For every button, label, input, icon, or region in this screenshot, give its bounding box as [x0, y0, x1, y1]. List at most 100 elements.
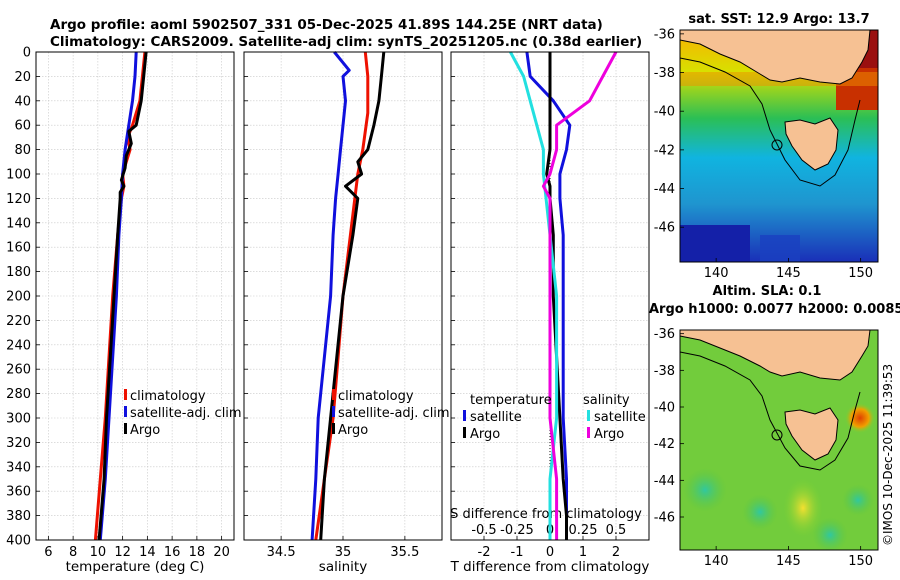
map-y-tick-label: -46	[654, 511, 675, 526]
sst-map-axes: 140 145 150 -36 -38 -40 -42 -44 -46	[654, 27, 873, 281]
x-tick-label: 35.5	[390, 545, 419, 560]
header-line-2: Climatology: CARS2009. Satellite-adj cli…	[50, 34, 642, 50]
y-tick-label: 240	[6, 338, 31, 353]
y-tick-label: 40	[14, 94, 31, 109]
x-tick-label: 8	[69, 545, 77, 560]
series-s-argo	[541, 51, 618, 540]
legend-swatch	[332, 406, 335, 417]
legend-swatch	[587, 427, 590, 438]
x-axis-label: salinity	[319, 559, 367, 575]
sla-hot-eddy	[845, 403, 875, 433]
series-satellite-adj-clim	[310, 51, 351, 541]
plot-frame	[243, 51, 443, 541]
sla-cool-eddy-2	[742, 494, 778, 530]
y-tick-label: 220	[6, 314, 31, 329]
x-tick-label: 16	[164, 545, 181, 560]
x-tick-label: 12	[114, 545, 131, 560]
legend-label: Argo	[470, 427, 500, 442]
map-y-tick-label: -36	[654, 327, 675, 342]
y-tick-label: 200	[6, 290, 31, 305]
map-y-tick-label: -42	[654, 437, 675, 452]
y-tick-label: 380	[6, 509, 31, 524]
sla-map: Altim. SLA: 0.1 Argo h1000: 0.0077 h2000…	[649, 284, 900, 569]
legend-swatch	[124, 389, 127, 400]
x-tick-label: 0	[546, 545, 554, 560]
map-x-tick-label: 150	[848, 554, 873, 569]
panel-difference: -2 -1 0 1 2 S difference from climatology-0.5…	[450, 51, 650, 575]
map-y-tick-label: -46	[654, 221, 675, 236]
legend-title-temperature: temperature	[470, 393, 552, 408]
panel-salinity: 34.5 35 35.5 salinity climatology satellite-a…	[243, 51, 450, 575]
sst-map-title: sat. SST: 12.9 Argo: 13.7	[688, 12, 869, 27]
header-line-1: Argo profile: aoml 5902507_331 05-Dec-20…	[50, 17, 603, 33]
sst-shelf-contour	[680, 57, 861, 187]
map-y-tick-label: -40	[654, 105, 675, 120]
top-axis-label: S difference from climatology	[450, 507, 642, 522]
sla-shelf-contour	[680, 351, 861, 471]
map-x-tick-label: 145	[776, 266, 801, 281]
profile-panels: 6 8 10 12 14 16 18 2002040608010012014016018020…	[6, 46, 650, 576]
y-tick-label: 100	[6, 168, 31, 183]
sst-australia-land	[680, 30, 871, 85]
y-tick-label: 140	[6, 216, 31, 231]
legend-swatch	[587, 410, 590, 421]
map-x-tick-label: 140	[704, 266, 729, 281]
legend-label: satellite	[594, 410, 646, 425]
map-y-tick-label: -44	[654, 182, 675, 197]
legend-swatch	[124, 406, 127, 417]
y-tick-label: 300	[6, 412, 31, 427]
sla-cool-eddy-4	[812, 517, 848, 550]
x-tick-label: 34.5	[267, 545, 296, 560]
sla-cool-eddy	[683, 468, 727, 512]
legend-label: climatology	[130, 389, 206, 404]
sla-map-title-2: Argo h1000: 0.0077 h2000: 0.0085	[649, 302, 900, 317]
y-tick-label: 0	[23, 46, 31, 61]
map-x-tick-label: 145	[776, 554, 801, 569]
top-tick-label: 0.5	[606, 523, 627, 538]
sst-map-frame	[679, 29, 879, 263]
x-axis-label: temperature (deg C)	[66, 559, 205, 575]
sla-map-axes: 140 145 150 -36 -38 -40 -42 -44 -46	[654, 327, 873, 569]
map-y-tick-label: -42	[654, 143, 675, 158]
legend-swatch	[332, 389, 335, 400]
map-x-tick-label: 150	[848, 266, 873, 281]
y-tick-label: 20	[14, 70, 31, 85]
series-t-argo	[545, 52, 568, 540]
series-t-satellite	[525, 51, 572, 540]
y-tick-label: 160	[6, 241, 31, 256]
y-tick-label: 260	[6, 363, 31, 378]
x-tick-label: 6	[44, 545, 52, 560]
x-tick-label: 20	[213, 545, 230, 560]
plot-frame	[450, 51, 650, 541]
sst-map: sat. SST: 12.9 Argo: 13.7 140 145 150 -36 -3…	[654, 12, 879, 281]
legend-swatch	[332, 423, 335, 434]
y-tick-label: 320	[6, 436, 31, 451]
y-tick-label: 280	[6, 387, 31, 402]
map-x-tick-label: 140	[704, 554, 729, 569]
x-tick-label: 10	[90, 545, 107, 560]
y-tick-label: 360	[6, 485, 31, 500]
sla-tasmania	[784, 407, 839, 461]
map-y-tick-label: -44	[654, 474, 675, 489]
legend-label: satellite-adj. clim	[338, 406, 450, 421]
y-tick-label: 180	[6, 265, 31, 280]
sst-cold-patch-2	[760, 235, 800, 262]
x-tick-label: 35	[335, 545, 352, 560]
y-tick-label: 400	[6, 534, 31, 549]
x-tick-label: 14	[139, 545, 156, 560]
legend-label: Argo	[130, 423, 160, 438]
panel-temperature: 6 8 10 12 14 16 18 2002040608010012014016018020…	[6, 46, 241, 576]
map-y-tick-label: -36	[654, 27, 675, 42]
sla-map-title-1: Altim. SLA: 0.1	[713, 284, 822, 299]
top-tick-label: -0.25	[500, 523, 534, 538]
legend-swatch	[463, 427, 466, 438]
y-tick-label: 80	[14, 143, 31, 158]
y-tick-label: 60	[14, 119, 31, 134]
legend-swatch	[463, 410, 466, 421]
sst-cold-patch	[680, 225, 750, 262]
x-tick-label: 2	[612, 545, 620, 560]
legend-label: climatology	[338, 389, 414, 404]
legend-label: Argo	[338, 423, 368, 438]
x-tick-label: -1	[511, 545, 524, 560]
